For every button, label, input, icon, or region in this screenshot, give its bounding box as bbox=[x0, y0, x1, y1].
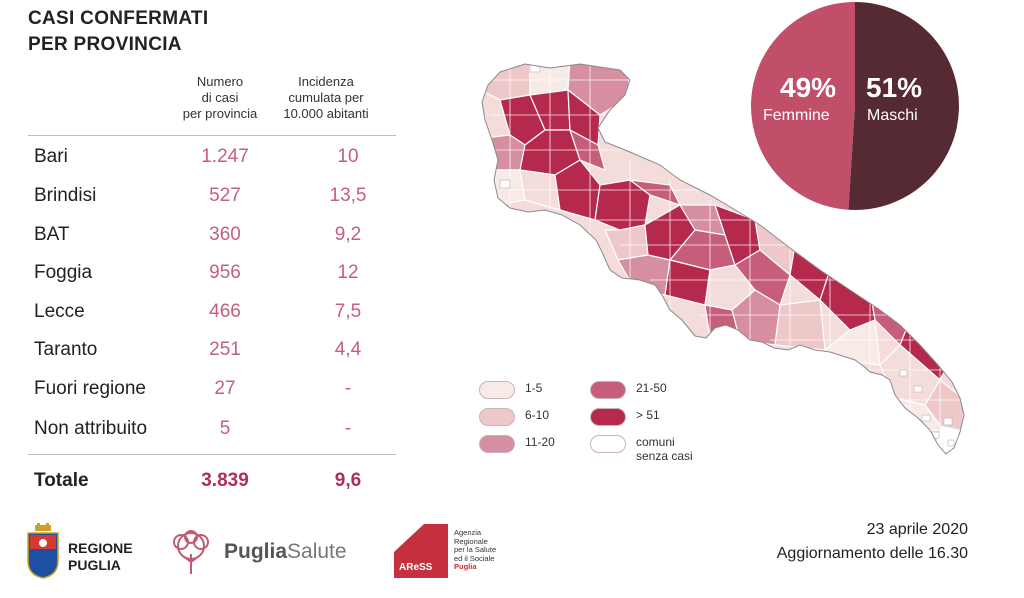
row-cases: 1.247 bbox=[201, 146, 249, 167]
puglia-salute-tree-icon bbox=[173, 530, 209, 574]
logo-line: Puglia bbox=[454, 562, 477, 571]
legend-label: 6-10 bbox=[525, 408, 550, 422]
regione-puglia-logo-text: REGIONE PUGLIA bbox=[68, 540, 133, 574]
logo-line: per la Salute bbox=[454, 545, 497, 554]
puglia-map bbox=[481, 63, 965, 455]
header-cases: Numero di casi per provincia bbox=[150, 74, 290, 122]
row-name: Lecce bbox=[34, 301, 85, 322]
pie-label-femmine: Femmine bbox=[763, 107, 830, 124]
logo-line: ed il Sociale bbox=[454, 553, 495, 563]
legend-label: 11-20 bbox=[525, 435, 555, 449]
row-cases: 3.839 bbox=[201, 470, 249, 491]
logo-line: PUGLIA bbox=[68, 557, 121, 573]
logo-part-puglia: Puglia bbox=[224, 540, 288, 563]
table-row: Non attribuito 5 - bbox=[28, 418, 398, 450]
legend-item-6-10: 6-10 bbox=[479, 408, 549, 426]
legend-label: comuni senza casi bbox=[636, 435, 693, 463]
logo-line: Agenzia bbox=[454, 528, 482, 537]
puglia-salute-logo-text: PugliaSalute bbox=[224, 540, 347, 564]
chart-title: CASI CONFERMATI PER PROVINCIA bbox=[28, 6, 208, 58]
row-name: Fuori regione bbox=[34, 378, 146, 399]
header-incidence-line: 10.000 abitanti bbox=[283, 106, 369, 121]
row-incidence: 12 bbox=[337, 262, 359, 283]
row-cases: 251 bbox=[209, 339, 241, 360]
pie-slice-femmine bbox=[750, 2, 855, 210]
row-incidence: 9,6 bbox=[334, 470, 362, 491]
header-cases-line: per provincia bbox=[182, 106, 258, 121]
row-incidence: 9,2 bbox=[334, 224, 362, 245]
legend-label-line: comuni bbox=[636, 435, 675, 449]
pie-slice-maschi bbox=[848, 2, 959, 210]
row-incidence: 4,4 bbox=[334, 339, 362, 360]
legend-label: > 51 bbox=[636, 408, 660, 422]
table-row: Brindisi 527 13,5 bbox=[28, 185, 398, 217]
aress-logo-mark: AReSS bbox=[399, 562, 433, 573]
table-row: Taranto 251 4,4 bbox=[28, 339, 398, 371]
pie-label-maschi: Maschi bbox=[867, 107, 918, 124]
aress-logo-text: Agenzia Regionale per la Salute ed il So… bbox=[454, 528, 497, 572]
legend-item-over-51: > 51 bbox=[590, 408, 660, 426]
row-cases: 360 bbox=[209, 224, 241, 245]
aress-logo-icon bbox=[394, 524, 448, 578]
row-incidence: 7,5 bbox=[334, 301, 362, 322]
table-row: Lecce 466 7,5 bbox=[28, 301, 398, 333]
title-line-2: PER PROVINCIA bbox=[28, 34, 182, 55]
row-cases: 466 bbox=[209, 301, 241, 322]
pie-label-femmine-pct: 49% bbox=[780, 72, 837, 103]
row-name: Bari bbox=[34, 146, 68, 167]
row-name: BAT bbox=[34, 224, 70, 245]
title-line-1: CASI CONFERMATI bbox=[28, 8, 209, 29]
legend-label: 1-5 bbox=[525, 381, 543, 395]
legend-item-no-cases: comuni senza casi bbox=[590, 435, 693, 463]
update-time: Aggiornamento delle 16.30 bbox=[776, 545, 968, 562]
gender-pie-chart bbox=[750, 2, 959, 210]
row-name: Totale bbox=[34, 470, 89, 491]
legend-swatch bbox=[479, 408, 515, 426]
legend-label-line: senza casi bbox=[636, 449, 693, 463]
legend-swatch bbox=[590, 435, 626, 453]
header-cases-line: di casi bbox=[201, 90, 239, 105]
row-name: Taranto bbox=[34, 339, 98, 360]
row-cases: 527 bbox=[209, 185, 241, 206]
legend-swatch bbox=[590, 408, 626, 426]
row-cases: 27 bbox=[214, 378, 236, 399]
legend-swatch bbox=[479, 381, 515, 399]
header-incidence-line: Incidenza bbox=[298, 74, 354, 89]
table-row: Fuori regione 27 - bbox=[28, 378, 398, 410]
row-name: Brindisi bbox=[34, 185, 97, 206]
regione-puglia-crest-icon bbox=[27, 523, 59, 579]
legend-item-21-50: 21-50 bbox=[590, 381, 667, 399]
row-name: Foggia bbox=[34, 262, 93, 283]
legend-swatch bbox=[590, 381, 626, 399]
table-row: Foggia 956 12 bbox=[28, 262, 398, 294]
header-cases-line: Numero bbox=[196, 74, 244, 89]
report-date: 23 aprile 2020 bbox=[866, 521, 968, 538]
row-cases: 956 bbox=[209, 262, 241, 283]
legend-item-1-5: 1-5 bbox=[479, 381, 542, 399]
row-incidence: - bbox=[344, 378, 352, 399]
row-incidence: 13,5 bbox=[329, 185, 367, 206]
table-divider-bottom bbox=[28, 454, 396, 455]
legend-item-11-20: 11-20 bbox=[479, 435, 555, 453]
logo-line: REGIONE bbox=[68, 540, 133, 556]
table-divider-top bbox=[28, 135, 396, 136]
logo-line: Regionale bbox=[454, 536, 488, 546]
row-incidence: 10 bbox=[337, 146, 359, 167]
row-cases: 5 bbox=[219, 418, 231, 439]
legend-label: 21-50 bbox=[636, 381, 667, 395]
logo-part-salute: Salute bbox=[287, 540, 347, 563]
row-name: Non attribuito bbox=[34, 418, 148, 439]
header-incidence: Incidenza cumulata per 10.000 abitanti bbox=[262, 74, 390, 122]
row-incidence: - bbox=[344, 418, 352, 439]
table-row: BAT 360 9,2 bbox=[28, 224, 398, 256]
header-incidence-line: cumulata per bbox=[288, 90, 364, 105]
legend-swatch bbox=[479, 435, 515, 453]
pie-label-maschi-pct: 51% bbox=[866, 72, 923, 103]
table-row: Bari 1.247 10 bbox=[28, 146, 398, 178]
table-row-total: Totale 3.839 9,6 bbox=[28, 470, 398, 502]
